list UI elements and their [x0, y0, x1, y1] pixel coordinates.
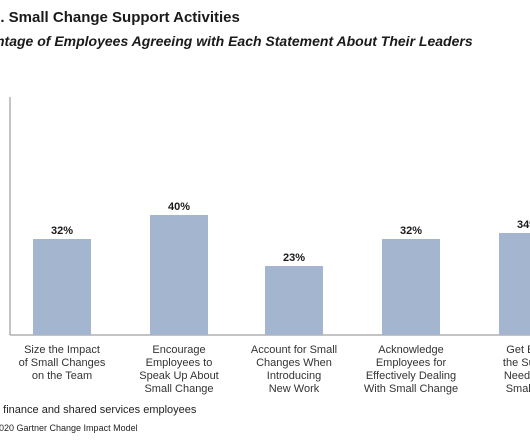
- footnote-source: 9 finance and shared services employees: [0, 404, 197, 416]
- bar-2: [150, 215, 208, 335]
- data-label-2: 40%: [168, 201, 190, 213]
- data-label-3: 23%: [283, 252, 305, 264]
- category-label-1: Size the Impact of Small Changes on the …: [18, 344, 106, 382]
- bar-1: [33, 239, 91, 335]
- data-label-5: 34%: [517, 219, 530, 231]
- bar-3: [265, 266, 323, 335]
- chart-subtitle: ntage of Employees Agreeing with Each St…: [0, 33, 473, 49]
- category-label-5: Get Emp the Suppo Need to A Small Ch: [502, 344, 530, 395]
- data-label-1: 32%: [51, 225, 73, 237]
- chart-title: 1. Small Change Support Activities: [0, 9, 240, 26]
- data-label-4: 32%: [400, 225, 422, 237]
- category-label-3: Account for Small Changes When Introduci…: [250, 344, 338, 395]
- footnote-copyright: 2020 Gartner Change Impact Model: [0, 423, 138, 433]
- bar-4: [382, 239, 440, 335]
- bar-5: [499, 233, 530, 335]
- category-label-4: Acknowledge Employees for Effectively De…: [363, 344, 459, 395]
- category-label-2: Encourage Employees to Speak Up About Sm…: [139, 344, 219, 395]
